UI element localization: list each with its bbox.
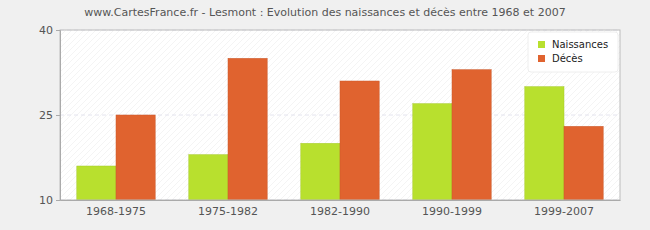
bar [525, 87, 564, 200]
x-tick-label: 1968-1975 [86, 205, 146, 218]
plot-frame [60, 30, 620, 200]
y-tick-label: 10 [39, 194, 53, 207]
background [0, 0, 650, 230]
legend-item: Décès [538, 53, 583, 64]
x-axis-line [61, 200, 621, 201]
chart-container: www.CartesFrance.fr - Lesmont : Evolutio… [0, 0, 650, 230]
x-tick: 1975-1982 [198, 200, 258, 218]
y-tick: 25 [39, 109, 60, 122]
y-tick-label: 40 [39, 24, 53, 37]
legend-label: Décès [552, 53, 583, 64]
legend-box [528, 32, 618, 72]
bar [413, 104, 452, 200]
title: www.CartesFrance.fr - Lesmont : Evolutio… [84, 6, 565, 19]
x-tick-label: 1999-2007 [534, 205, 594, 218]
x-tick: 1990-1999 [422, 200, 482, 218]
bar [116, 115, 155, 200]
bar [340, 81, 379, 200]
x-axis: 1968-1975 1975-1982 1982-1990 1990-1999 1999… [61, 200, 621, 218]
y-tick: 40 [39, 24, 60, 37]
y-axis-line [56, 31, 61, 201]
bar [189, 155, 228, 200]
x-tick-label: 1990-1999 [422, 205, 482, 218]
y-tick: 10 [39, 194, 60, 207]
x-tick: 1968-1975 [86, 200, 146, 218]
legend-swatch [538, 55, 545, 62]
y-tick-mark [56, 115, 60, 116]
legend: Naissances Décès [528, 32, 618, 72]
grid [60, 30, 620, 200]
bar [77, 166, 116, 200]
bar [564, 126, 603, 200]
y-tick-label: 25 [39, 109, 53, 122]
plot-background [60, 30, 620, 200]
x-tick: 1982-1990 [310, 200, 370, 218]
plot: 10 25 40 1968-1975 1975-1982 1982-1990 1990-19… [39, 24, 621, 218]
chart-svg: www.CartesFrance.fr - Lesmont : Evolutio… [0, 0, 650, 230]
y-tick-mark [56, 200, 60, 201]
legend-swatch [538, 41, 545, 48]
series [116, 58, 603, 200]
bars [77, 58, 603, 200]
bar [452, 70, 491, 200]
bar [228, 58, 267, 200]
x-tick-label: 1982-1990 [310, 205, 370, 218]
legend-label: Naissances [552, 39, 608, 50]
bar [301, 143, 340, 200]
x-tick: 1999-2007 [534, 200, 594, 218]
legend-item: Naissances [538, 39, 608, 50]
x-tick-label: 1975-1982 [198, 205, 258, 218]
y-tick-mark [56, 30, 60, 31]
y-axis: 10 25 40 [39, 24, 61, 207]
